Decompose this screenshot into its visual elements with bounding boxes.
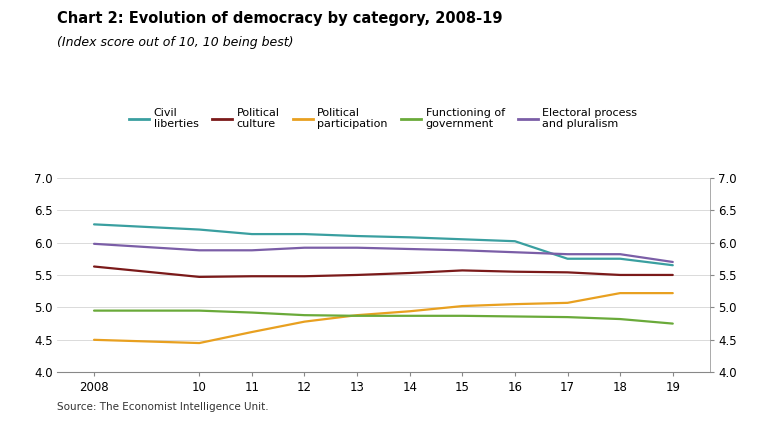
Text: Chart 2: Evolution of democracy by category, 2008-19: Chart 2: Evolution of democracy by categ…	[57, 11, 503, 25]
Legend: Civil
liberties, Political
culture, Political
participation, Functioning of
gove: Civil liberties, Political culture, Poli…	[130, 108, 637, 129]
Text: Source: The Economist Intelligence Unit.: Source: The Economist Intelligence Unit.	[57, 402, 269, 412]
Text: (Index score out of 10, 10 being best): (Index score out of 10, 10 being best)	[57, 36, 294, 49]
